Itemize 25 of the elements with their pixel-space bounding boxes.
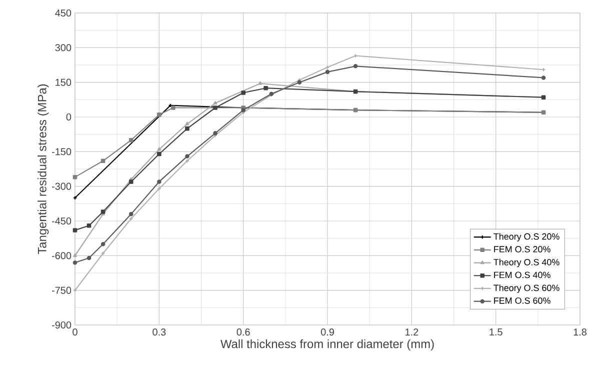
x-tick-label: 0.3 [152,328,166,336]
y-tick-label: -900 [52,321,72,329]
y-tick-label: 150 [56,78,72,86]
y-tick-label: 0 [66,113,72,121]
legend-label: Theory O.S 60% [494,284,560,293]
x-axis-title: Wall thickness from inner diameter (mm) [220,339,434,351]
y-tick-label: -150 [52,148,72,156]
x-tick-label: 1.5 [490,328,502,336]
y-tick-label: 300 [55,44,72,52]
x-tick-label: 0.6 [236,328,250,336]
legend-label: Theory O.S 40% [494,258,560,268]
y-tick-label: -600 [52,252,72,260]
x-tick-label: 0.9 [320,328,334,336]
legend-label: Theory O.S 20% [494,233,560,242]
y-tick-label: 450 [55,9,72,17]
y-tick-label: -750 [52,286,72,294]
x-tick-label: 1.2 [406,328,418,336]
y-axis-title: Tangential residual stress (MPa) [38,84,49,254]
legend-label: FEM O.S 20% [494,246,550,252]
x-tick-label: 0 [72,328,78,336]
y-tick-label: -450 [52,217,72,225]
y-tick-label: -300 [52,182,72,190]
legend-label: FEM O.S 60% [494,297,550,304]
x-tick-label: 1.8 [574,328,586,336]
legend-label: FEM O.S 40% [494,272,550,278]
